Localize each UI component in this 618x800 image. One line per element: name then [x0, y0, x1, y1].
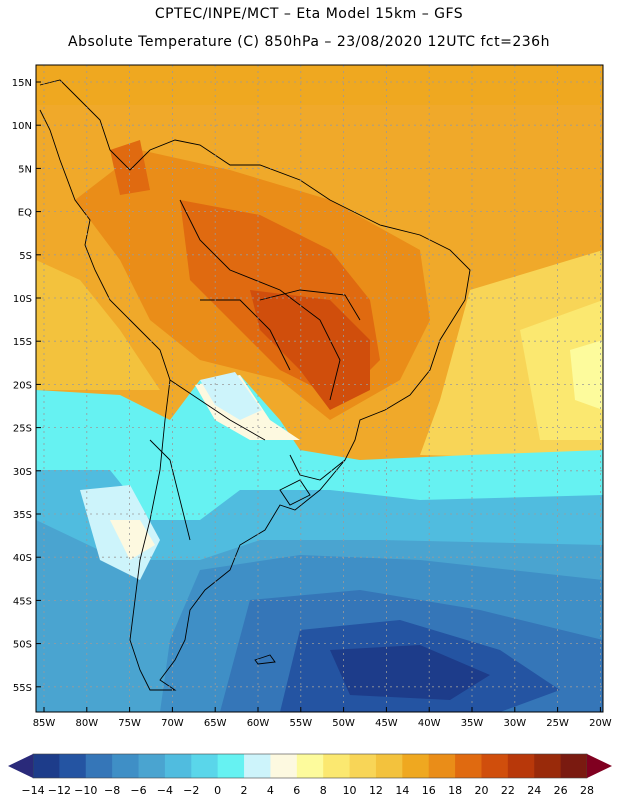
- lat-label: 25S: [13, 424, 32, 435]
- colorbar-label: 24: [527, 784, 541, 797]
- colorbar: [32, 753, 588, 779]
- colorbar-label: 18: [448, 784, 462, 797]
- colorbar-label: −10: [74, 784, 97, 797]
- lon-label: 20W: [589, 718, 612, 729]
- colorbar-swatch: [59, 754, 87, 778]
- lat-label: 5S: [19, 251, 32, 262]
- colorbar-swatch: [428, 754, 456, 778]
- colorbar-label: 22: [501, 784, 515, 797]
- colorbar-right-arrow: [587, 754, 612, 778]
- colorbar-swatch: [375, 754, 403, 778]
- colorbar-swatch: [481, 754, 509, 778]
- lat-label: 15S: [13, 337, 32, 348]
- colorbar-swatch: [138, 754, 166, 778]
- colorbar-label: −8: [104, 784, 120, 797]
- chart-title: CPTEC/INPE/MCT – Eta Model 15km – GFS: [154, 6, 464, 22]
- coastlines: [39, 79, 471, 691]
- colorbar-swatch: [402, 754, 430, 778]
- colorbar-swatch: [164, 754, 192, 778]
- colorbar-label: 10: [343, 784, 357, 797]
- lon-label: 55W: [289, 718, 312, 729]
- colorbar-label: −6: [130, 784, 146, 797]
- colorbar-label: 16: [422, 784, 436, 797]
- lon-label: 50W: [332, 718, 355, 729]
- colorbar-label: 14: [395, 784, 409, 797]
- colorbar-swatch: [296, 754, 324, 778]
- lat-label: 55S: [13, 683, 32, 694]
- chart-subtitle: Absolute Temperature (C) 850hPa – 23/08/…: [68, 34, 550, 50]
- colorbar-label: 2: [241, 784, 248, 797]
- colorbar-swatch: [507, 754, 535, 778]
- colorbar-label: −14: [21, 784, 44, 797]
- colorbar-label: 20: [474, 784, 488, 797]
- lon-label: 60W: [247, 718, 270, 729]
- lon-label: 85W: [33, 718, 56, 729]
- colorbar-label: −2: [183, 784, 199, 797]
- colorbar-swatch: [33, 754, 60, 778]
- lon-label: 25W: [546, 718, 569, 729]
- lat-label: 50S: [13, 640, 32, 651]
- lon-label: 35W: [461, 718, 484, 729]
- colorbar-label: 28: [580, 784, 594, 797]
- lon-label: 70W: [161, 718, 184, 729]
- lat-label: 20S: [13, 380, 32, 391]
- colorbar-label: 26: [554, 784, 568, 797]
- lat-label: 5N: [18, 164, 32, 175]
- colorbar-swatch: [349, 754, 377, 778]
- colorbar-label: 4: [267, 784, 274, 797]
- map-grid: [36, 65, 603, 712]
- lat-label: 35S: [13, 510, 32, 521]
- colorbar-label: 0: [214, 784, 221, 797]
- colorbar-swatch: [534, 754, 562, 778]
- colorbar-label: −12: [48, 784, 71, 797]
- colorbar-label: 8: [320, 784, 327, 797]
- lat-label: 40S: [13, 553, 32, 564]
- lon-label: 80W: [75, 718, 98, 729]
- colorbar-swatch: [270, 754, 298, 778]
- lat-label: 10N: [12, 121, 32, 132]
- lat-label: EQ: [18, 208, 32, 219]
- colorbar-swatch: [244, 754, 271, 778]
- lat-label: 15N: [12, 78, 32, 89]
- colorbar-label: −4: [157, 784, 173, 797]
- colorbar-label: 12: [369, 784, 383, 797]
- colorbar-swatch: [112, 754, 140, 778]
- colorbar-swatch: [217, 754, 245, 778]
- colorbar-swatch: [85, 754, 113, 778]
- lat-label: 45S: [13, 596, 32, 607]
- lon-label: 65W: [204, 718, 227, 729]
- lon-label: 75W: [118, 718, 141, 729]
- colorbar-label: 6: [293, 784, 300, 797]
- colorbar-left-arrow: [8, 754, 33, 778]
- lon-label: 45W: [375, 718, 398, 729]
- map-frame: [35, 64, 604, 713]
- lon-label: 40W: [418, 718, 441, 729]
- colorbar-swatch: [455, 754, 482, 778]
- colorbar-swatch: [191, 754, 219, 778]
- lat-label: 10S: [13, 294, 32, 305]
- lat-label: 30S: [13, 467, 32, 478]
- temperature-field: [36, 65, 603, 712]
- colorbar-swatch: [560, 754, 588, 778]
- colorbar-swatch: [323, 754, 351, 778]
- lon-label: 30W: [503, 718, 526, 729]
